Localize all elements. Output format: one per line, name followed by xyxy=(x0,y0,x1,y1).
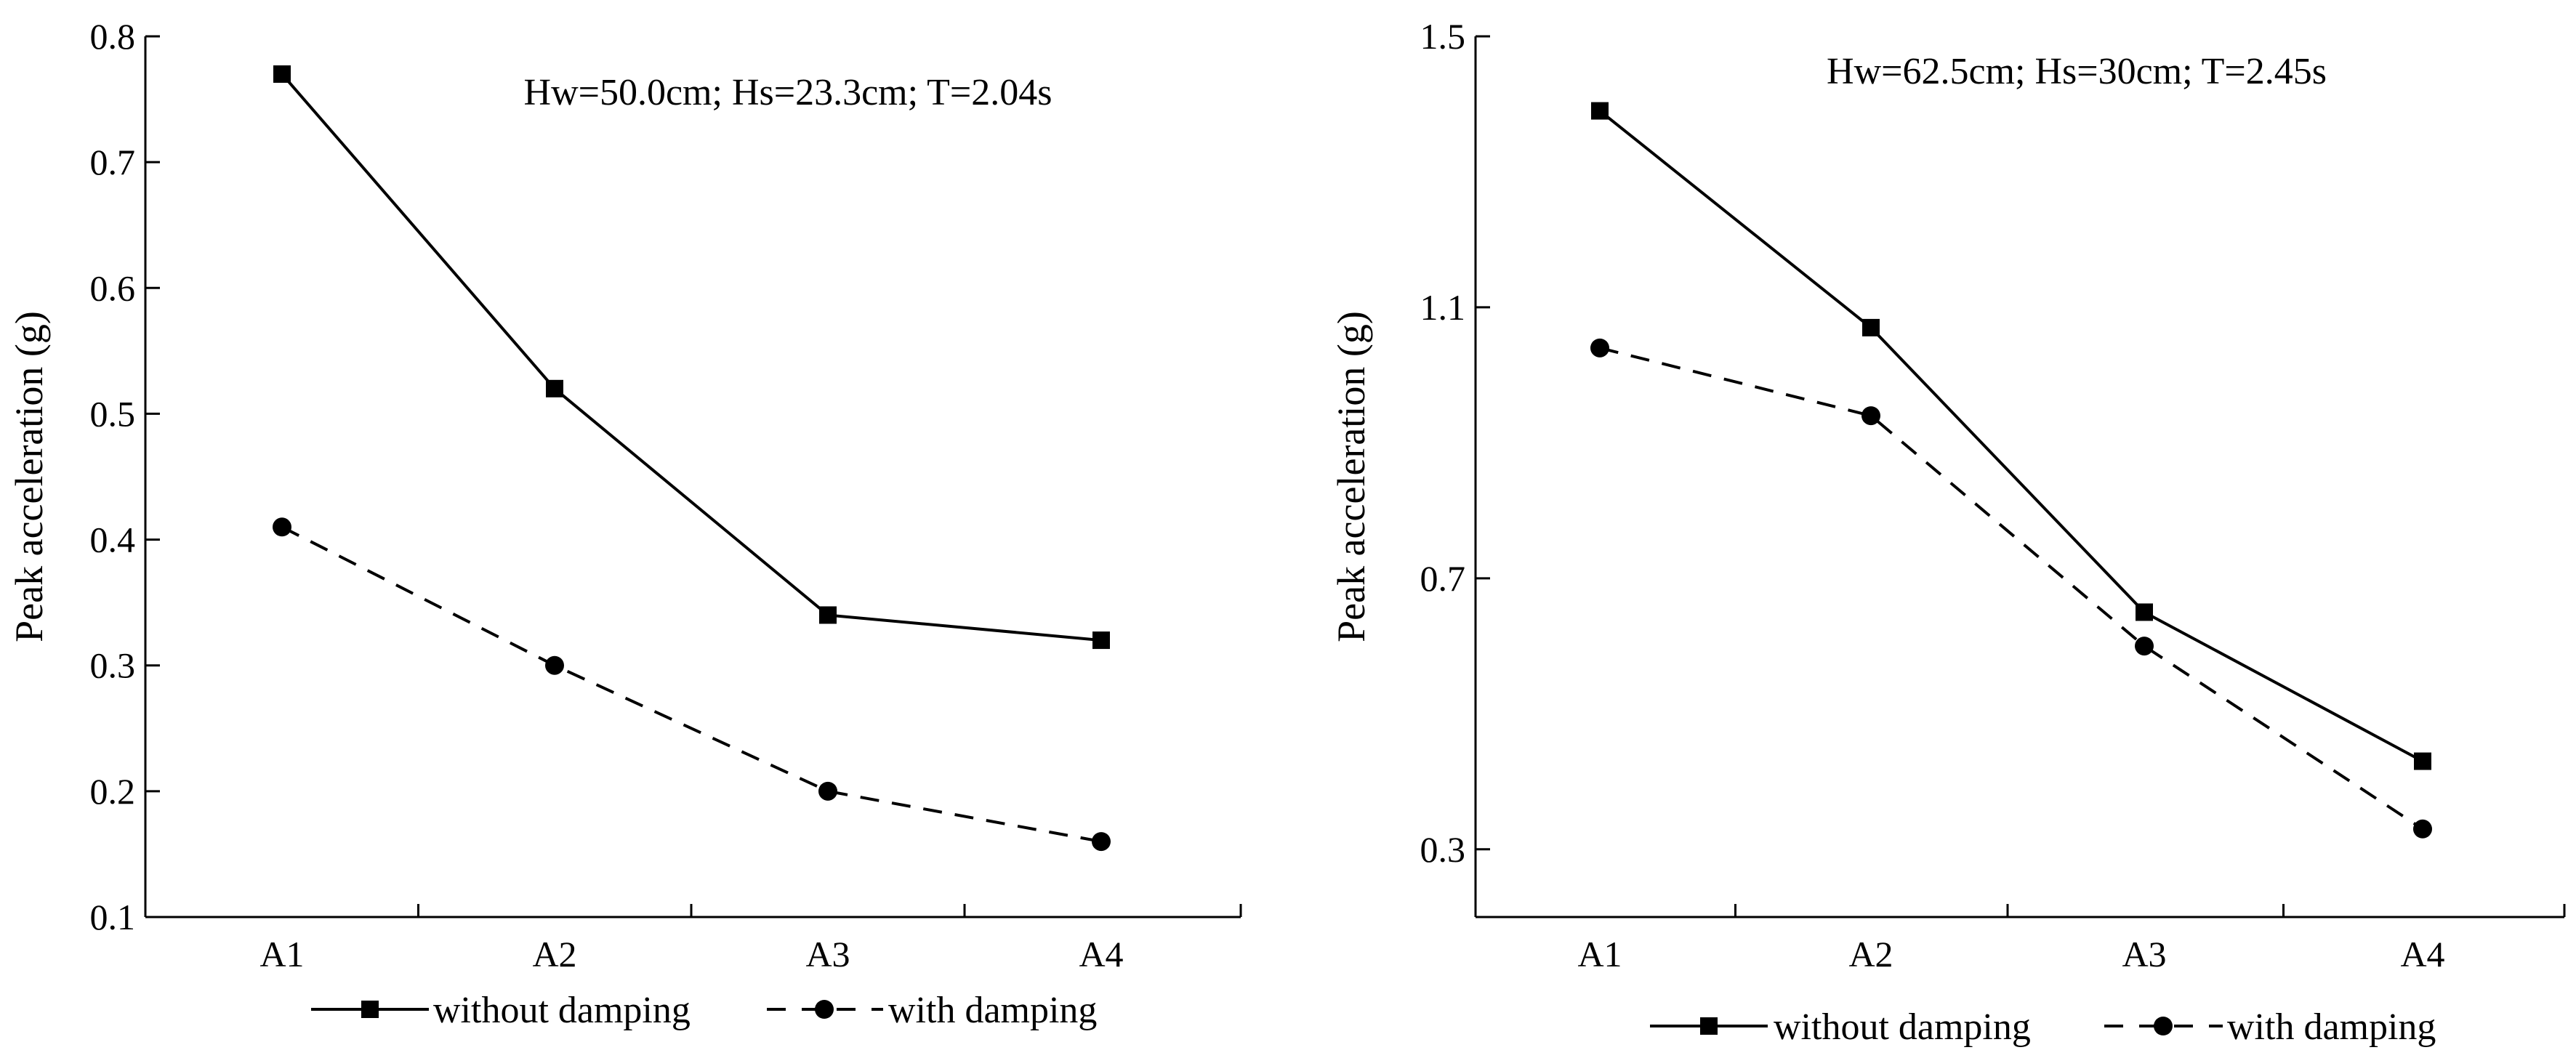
right-data-point-without-damping xyxy=(2414,752,2431,770)
right-data-point-with-damping xyxy=(2135,637,2154,656)
right-data-point-without-damping xyxy=(1591,102,1609,120)
right-legend: without damping with damping xyxy=(1650,1006,2436,1048)
legend-label-with-damping: with damping xyxy=(888,990,1097,1031)
left-x-tick-label: A1 xyxy=(259,934,304,974)
legend-label-without-damping: without damping xyxy=(433,990,691,1031)
right-data-point-without-damping xyxy=(1862,318,1880,336)
left-y-tick-label: 0.8 xyxy=(90,16,136,57)
left-y-tick-label: 0.2 xyxy=(90,771,136,812)
left-data-point-with-damping xyxy=(818,781,837,801)
legend-square-marker xyxy=(1700,1017,1718,1035)
left-y-tick-label: 0.3 xyxy=(90,645,136,686)
legend-circle-marker xyxy=(2154,1017,2173,1035)
legend-label-without-damping: without damping xyxy=(1774,1006,2031,1048)
left-y-tick-label: 0.6 xyxy=(90,267,136,308)
legend-label-with-damping: with damping xyxy=(2227,1006,2436,1048)
left-x-tick-label: A4 xyxy=(1079,934,1123,974)
right-annotation: Hw=62.5cm; Hs=30cm; T=2.45s xyxy=(1827,51,2327,92)
left-y-tick-label: 0.5 xyxy=(90,393,136,434)
right-data-point-with-damping xyxy=(1590,338,1609,358)
left-data-point-without-damping xyxy=(546,379,563,397)
left-data-point-without-damping xyxy=(273,65,291,83)
right-x-tick-label: A2 xyxy=(1848,934,1893,974)
right-data-point-with-damping xyxy=(1861,406,1880,426)
left-data-point-without-damping xyxy=(1092,631,1110,650)
legend-circle-marker xyxy=(815,1000,834,1019)
right-x-tick-label: A3 xyxy=(2122,934,2166,974)
left-y-tick-label: 0.4 xyxy=(90,520,136,560)
left-series-line-without-damping xyxy=(281,73,1102,642)
left-annotation: Hw=50.0cm; Hs=23.3cm; T=2.04s xyxy=(524,72,1052,113)
right-data-point-with-damping xyxy=(2413,819,2432,839)
left-data-point-without-damping xyxy=(819,606,837,624)
legend-square-marker xyxy=(361,1001,379,1018)
right-data-point-without-damping xyxy=(2136,603,2153,621)
right-y-tick-label: 0.7 xyxy=(1420,558,1466,599)
right-y-tick-label: 1.1 xyxy=(1420,287,1466,328)
right-x-tick-label: A1 xyxy=(1577,934,1622,974)
right-series-line-with-damping xyxy=(1599,346,2424,831)
right-x-tick-label: A4 xyxy=(2400,934,2444,974)
left-data-point-with-damping xyxy=(273,517,291,537)
right-y-axis-title: Peak acceleration (g) xyxy=(1329,311,1373,642)
left-legend: without damping with damping xyxy=(311,990,1097,1031)
left-y-axis-title: Peak acceleration (g) xyxy=(7,311,51,642)
right-chart: 0.3 0.7 1.1 1.5 A1 A2 A3 A4 Peak acceleration … xyxy=(1329,16,2566,1048)
right-y-tick-label: 0.3 xyxy=(1420,829,1466,870)
right-series-line-without-damping xyxy=(1598,109,2423,763)
left-data-point-with-damping xyxy=(1092,832,1111,852)
left-y-tick-label: 0.1 xyxy=(90,897,136,937)
left-chart: 0.1 0.2 0.3 0.4 0.5 0.6 0.7 0.8 A1 A2 A3 A4 Peak a… xyxy=(7,16,1242,1031)
left-x-tick-label: A3 xyxy=(805,934,850,974)
left-data-point-with-damping xyxy=(545,655,564,675)
left-series-line-with-damping xyxy=(281,525,1102,844)
left-x-tick-label: A2 xyxy=(532,934,576,974)
left-y-tick-label: 0.7 xyxy=(90,142,136,182)
right-y-tick-label: 1.5 xyxy=(1420,16,1466,57)
